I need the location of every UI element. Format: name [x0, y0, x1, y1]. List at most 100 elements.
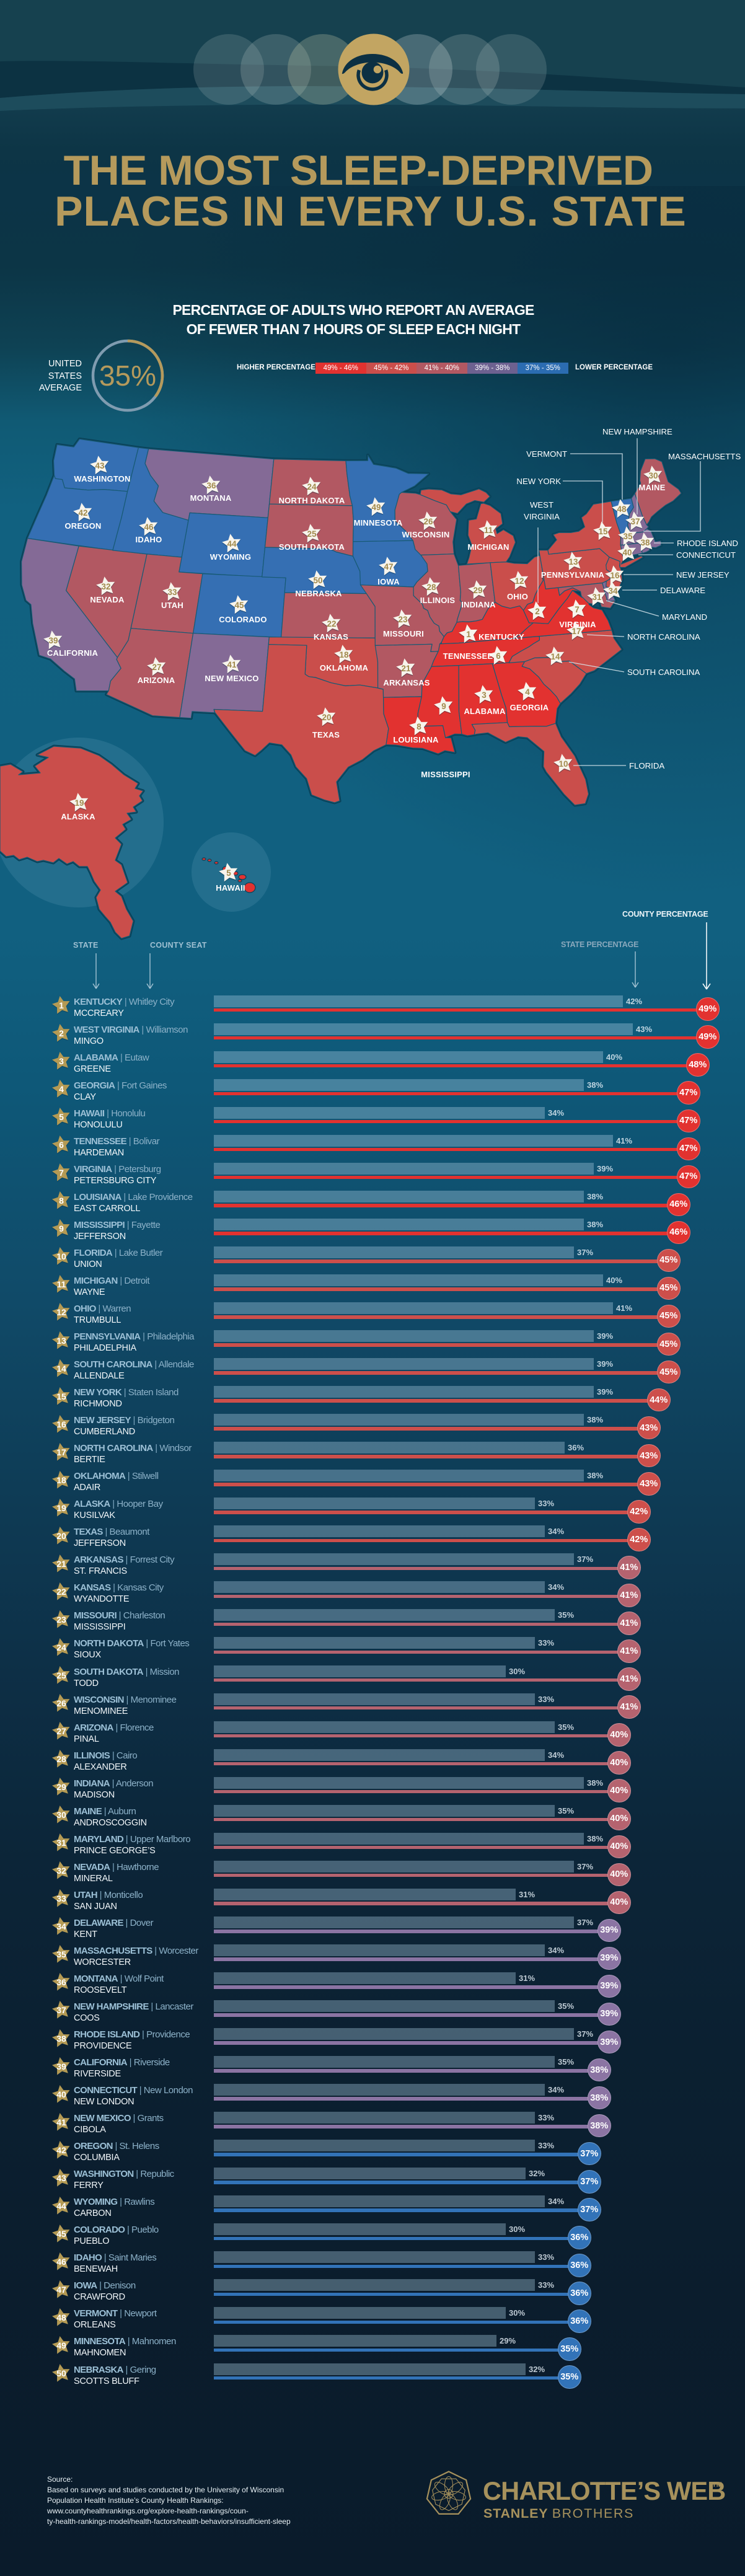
svg-text:MINNESOTA: MINNESOTA: [354, 518, 403, 527]
svg-text:5: 5: [226, 868, 231, 878]
svg-text:35: 35: [623, 532, 633, 541]
svg-text:MICHIGAN: MICHIGAN: [467, 542, 509, 552]
svg-text:35%: 35%: [99, 359, 156, 392]
svg-text:37: 37: [56, 2005, 66, 2015]
svg-text:CONNECTICUT: CONNECTICUT: [676, 550, 736, 560]
svg-text:45: 45: [56, 2229, 66, 2239]
svg-text:31: 31: [592, 593, 602, 602]
svg-text:26: 26: [56, 1698, 66, 1708]
svg-text:ALABAMA: ALABAMA: [464, 707, 506, 716]
svg-text:19: 19: [56, 1503, 66, 1513]
svg-text:NEW HAMPSHIRE: NEW HAMPSHIRE: [602, 427, 672, 436]
svg-text:44: 44: [227, 539, 237, 549]
svg-text:OHIO: OHIO: [507, 592, 528, 601]
svg-text:38: 38: [56, 2034, 66, 2044]
svg-text:48: 48: [617, 505, 627, 514]
svg-text:7: 7: [59, 1168, 64, 1178]
svg-text:VIRGINIA: VIRGINIA: [524, 512, 560, 521]
svg-text:25: 25: [307, 529, 317, 539]
svg-text:17: 17: [56, 1447, 66, 1457]
svg-text:NORTH DAKOTA: NORTH DAKOTA: [279, 496, 345, 505]
svg-text:31: 31: [56, 1838, 66, 1848]
svg-text:29: 29: [56, 1782, 66, 1792]
svg-text:2: 2: [535, 607, 540, 616]
svg-text:PENNSYLVANIA: PENNSYLVANIA: [541, 570, 605, 580]
svg-text:24: 24: [56, 1643, 66, 1652]
svg-text:17: 17: [571, 627, 581, 636]
svg-text:COLORADO: COLORADO: [219, 615, 267, 624]
svg-text:18: 18: [339, 650, 349, 659]
svg-text:NEW YORK: NEW YORK: [516, 477, 561, 486]
svg-text:15: 15: [56, 1392, 66, 1401]
svg-text:WYOMING: WYOMING: [210, 552, 251, 562]
svg-text:14: 14: [56, 1364, 66, 1374]
svg-text:21: 21: [401, 664, 411, 673]
svg-text:1: 1: [466, 630, 471, 639]
svg-text:WASHINGTON: WASHINGTON: [74, 474, 130, 483]
svg-text:6: 6: [496, 651, 501, 661]
svg-text:47: 47: [384, 562, 393, 571]
svg-text:VERMONT: VERMONT: [526, 449, 567, 459]
svg-text:15: 15: [598, 527, 608, 536]
svg-text:38: 38: [640, 538, 650, 547]
svg-text:18: 18: [56, 1475, 66, 1485]
svg-text:22: 22: [56, 1587, 66, 1597]
svg-text:27: 27: [152, 663, 161, 672]
svg-text:9: 9: [441, 702, 446, 711]
svg-text:42: 42: [56, 2145, 66, 2155]
svg-text:32: 32: [101, 582, 110, 591]
svg-text:IDAHO: IDAHO: [136, 535, 162, 544]
svg-text:14: 14: [550, 652, 560, 661]
svg-text:10: 10: [558, 759, 568, 769]
svg-text:7: 7: [575, 605, 580, 614]
svg-text:11: 11: [484, 526, 493, 535]
svg-text:49: 49: [371, 503, 381, 512]
svg-text:UTAH: UTAH: [161, 601, 183, 610]
svg-text:9: 9: [59, 1224, 64, 1233]
svg-text:32: 32: [56, 1866, 66, 1876]
svg-text:39: 39: [56, 2062, 66, 2071]
svg-text:16: 16: [56, 1419, 66, 1429]
svg-text:30: 30: [56, 1810, 66, 1820]
svg-text:40: 40: [622, 548, 632, 557]
svg-text:23: 23: [56, 1615, 66, 1625]
svg-text:OKLAHOMA: OKLAHOMA: [320, 663, 369, 673]
svg-text:OREGON: OREGON: [65, 521, 102, 531]
svg-text:28: 28: [426, 583, 436, 592]
svg-text:10: 10: [56, 1251, 66, 1261]
svg-text:TENNESSEE: TENNESSEE: [443, 651, 493, 661]
svg-text:24: 24: [307, 482, 317, 492]
svg-text:13: 13: [568, 557, 578, 567]
svg-text:49: 49: [56, 2340, 66, 2350]
svg-text:8: 8: [59, 1196, 64, 1206]
svg-text:ILLINOIS: ILLINOIS: [420, 596, 456, 605]
svg-text:39: 39: [48, 636, 58, 645]
svg-text:SOUTH DAKOTA: SOUTH DAKOTA: [279, 542, 345, 552]
svg-text:MISSISSIPPI: MISSISSIPPI: [421, 770, 470, 779]
svg-text:INDIANA: INDIANA: [461, 600, 496, 609]
svg-text:FLORIDA: FLORIDA: [629, 761, 664, 770]
svg-text:28: 28: [56, 1754, 66, 1764]
svg-text:2: 2: [59, 1028, 64, 1038]
svg-text:33: 33: [56, 1894, 66, 1903]
svg-text:30: 30: [648, 471, 658, 480]
svg-text:SOUTH CAROLINA: SOUTH CAROLINA: [627, 668, 700, 677]
svg-text:VIRGINIA: VIRGINIA: [559, 620, 596, 629]
svg-text:35: 35: [56, 1949, 66, 1959]
svg-text:20: 20: [56, 1531, 66, 1541]
svg-text:44: 44: [56, 2201, 66, 2211]
svg-text:8: 8: [417, 722, 421, 731]
svg-text:NEVADA: NEVADA: [90, 595, 125, 604]
svg-text:19: 19: [74, 798, 84, 808]
svg-text:LOUISIANA: LOUISIANA: [393, 735, 439, 744]
svg-text:NORTH CAROLINA: NORTH CAROLINA: [627, 632, 700, 642]
svg-text:3: 3: [482, 690, 487, 700]
svg-text:34: 34: [56, 1921, 66, 1931]
svg-text:IOWA: IOWA: [377, 577, 400, 586]
svg-text:5: 5: [59, 1112, 64, 1122]
svg-text:50: 50: [313, 576, 322, 585]
svg-text:41: 41: [227, 660, 237, 669]
svg-text:GEORGIA: GEORGIA: [510, 703, 549, 712]
svg-text:29: 29: [473, 586, 482, 595]
svg-text:20: 20: [322, 713, 331, 722]
